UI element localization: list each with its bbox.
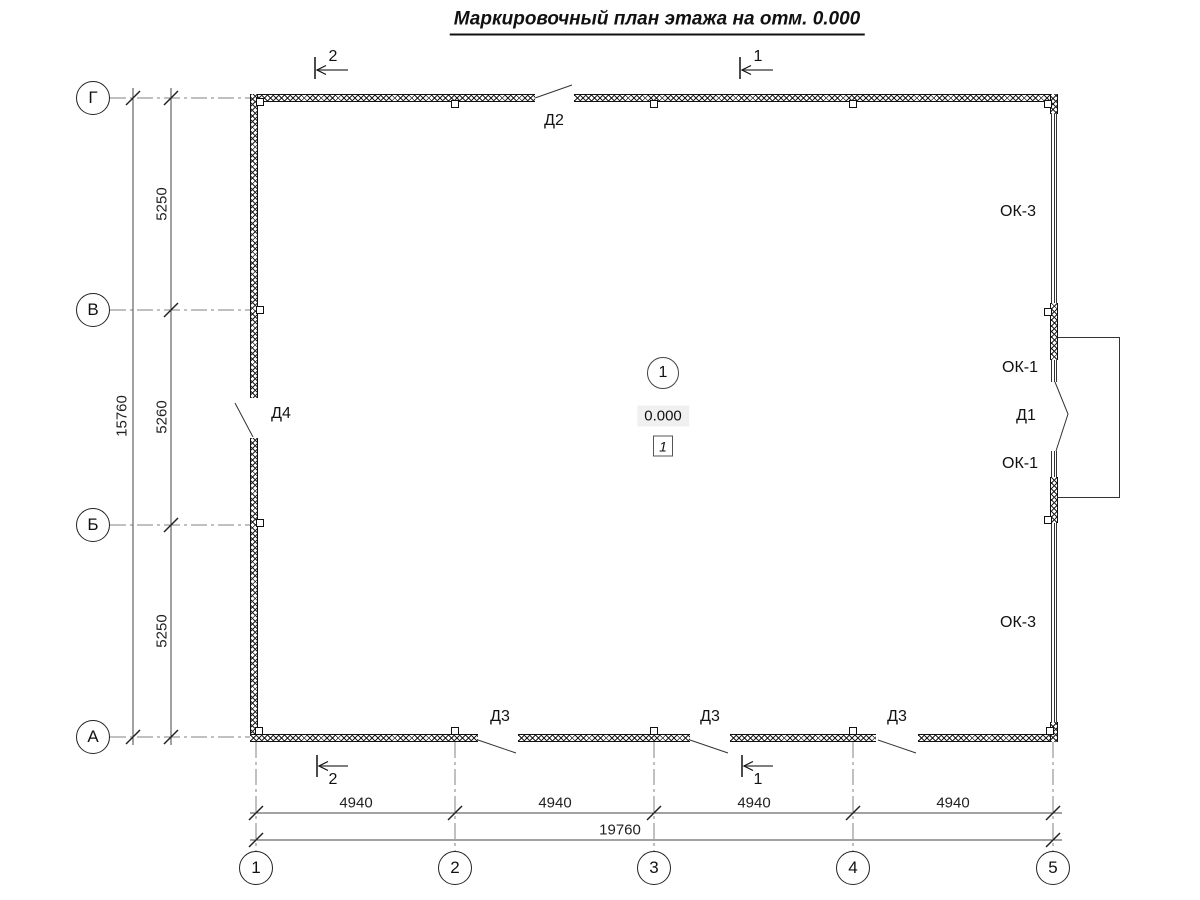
door-label-d3-3: Д3 [887, 708, 907, 725]
axis-bubble-col-5: 5 [1036, 851, 1070, 885]
wall-bottom-segment-2 [518, 734, 690, 742]
pilaster-left-row-v [256, 306, 264, 314]
dimension-ticks [125, 90, 1061, 848]
pilaster-top-col1 [256, 98, 264, 106]
section-label-top-1: 1 [753, 48, 763, 65]
pilaster-bottom-col4 [849, 727, 857, 735]
axis-bubble-col-3: 3 [637, 851, 671, 885]
wall-top-left-segment [250, 94, 535, 102]
window-label-ok3-top: ОК-3 [1000, 203, 1036, 220]
dim-left-segment-2: 5260 [153, 400, 171, 434]
window-label-ok3-bottom: ОК-3 [1000, 614, 1036, 631]
pilaster-top-col5 [1044, 100, 1052, 108]
dimension-lines [132, 88, 1062, 841]
axis-bubble-row-v: В [76, 293, 110, 327]
axis-bubble-row-g: Г [76, 81, 110, 115]
wall-left-lower-segment [250, 438, 258, 742]
door-leaf-d2 [534, 84, 573, 99]
pilaster-top-col4 [849, 100, 857, 108]
window-label-ok1-top: ОК-1 [1002, 359, 1038, 376]
window-ok3-top [1051, 114, 1057, 303]
wall-bottom-segment-4 [918, 734, 1058, 742]
axis-bubble-col-5-label: 5 [1048, 858, 1058, 877]
room-floor-type-box: 1 [653, 435, 673, 457]
dim-left-total: 15760 [113, 395, 131, 437]
wall-right-mid-lower [1050, 477, 1058, 523]
axis-bubble-col-3-label: 3 [649, 858, 659, 877]
door-leaf-d4 [234, 402, 254, 438]
door-leaf-d1 [1054, 381, 1069, 452]
room-floor-type-label: 1 [659, 438, 667, 454]
door-leaves [234, 84, 1069, 754]
dim-left-segment-3: 5250 [153, 614, 171, 648]
axis-bubble-row-v-label: В [87, 300, 99, 319]
axis-bubble-row-g-label: Г [88, 88, 98, 107]
axis-lines [110, 97, 1054, 851]
window-ok3-bottom [1051, 523, 1057, 722]
drawing-title: Маркировочный план этажа на отм. 0.000 [449, 9, 865, 36]
axis-bubble-row-b-label: Б [87, 515, 99, 534]
pilaster-left-row-b [256, 519, 264, 527]
window-ok1-bottom [1051, 451, 1057, 477]
axis-bubble-col-1: 1 [239, 851, 273, 885]
door-label-d3-1: Д3 [490, 708, 510, 725]
dim-bottom-segment-1: 4940 [339, 794, 373, 812]
door-label-d1: Д1 [1016, 407, 1036, 424]
axis-bubble-row-a-label: А [87, 727, 99, 746]
porch-outline [1058, 337, 1120, 498]
door-label-d4: Д4 [271, 405, 291, 422]
pilaster-right-row-v [1044, 308, 1052, 316]
door-leaf-d3-3 [877, 739, 917, 754]
section-label-bottom-2: 2 [328, 771, 338, 788]
axis-bubble-row-b: Б [76, 508, 110, 542]
pilaster-bottom-col3 [650, 727, 658, 735]
section-label-top-2: 2 [328, 48, 338, 65]
section-marks [314, 57, 773, 777]
room-elevation-value: 0.000 [637, 405, 689, 427]
door-label-d2: Д2 [544, 112, 564, 129]
dim-bottom-segment-4: 4940 [936, 794, 970, 812]
dim-left-segment-1: 5250 [153, 187, 171, 221]
room-number-bubble: 1 [647, 357, 679, 389]
wall-top-right-segment [574, 94, 1058, 102]
pilaster-bottom-col5 [1046, 727, 1054, 735]
pilaster-bottom-col2 [451, 727, 459, 735]
room-number-label: 1 [658, 364, 668, 381]
dim-bottom-segment-2: 4940 [538, 794, 572, 812]
wall-bottom-segment-1 [250, 734, 478, 742]
section-mark-bottom-2 [316, 755, 348, 777]
axis-bubble-col-2-label: 2 [450, 858, 460, 877]
window-ok1-top [1051, 360, 1057, 382]
section-mark-top-2 [314, 57, 348, 79]
pilaster-bottom-col1 [255, 727, 263, 735]
dim-bottom-segment-3: 4940 [737, 794, 771, 812]
wall-left-upper-segment [250, 94, 258, 398]
wall-right-mid-upper [1050, 303, 1058, 360]
axis-bubble-col-2: 2 [438, 851, 472, 885]
section-mark-top-1 [739, 57, 773, 79]
wall-bottom-segment-3 [730, 734, 876, 742]
axis-bubble-col-1-label: 1 [251, 858, 261, 877]
door-leaf-d3-1 [477, 739, 517, 754]
pilaster-top-col2 [451, 100, 459, 108]
axis-bubble-row-a: А [76, 720, 110, 754]
section-label-bottom-1: 1 [753, 771, 763, 788]
window-label-ok1-bottom: ОК-1 [1002, 455, 1038, 472]
section-mark-bottom-1 [741, 755, 773, 777]
axis-bubble-col-4-label: 4 [848, 858, 858, 877]
door-label-d3-2: Д3 [700, 708, 720, 725]
pilaster-right-row-b [1044, 516, 1052, 524]
dim-bottom-total: 19760 [599, 821, 641, 839]
door-leaf-d3-2 [689, 739, 729, 754]
axis-bubble-col-4: 4 [836, 851, 870, 885]
pilaster-top-col3 [650, 100, 658, 108]
